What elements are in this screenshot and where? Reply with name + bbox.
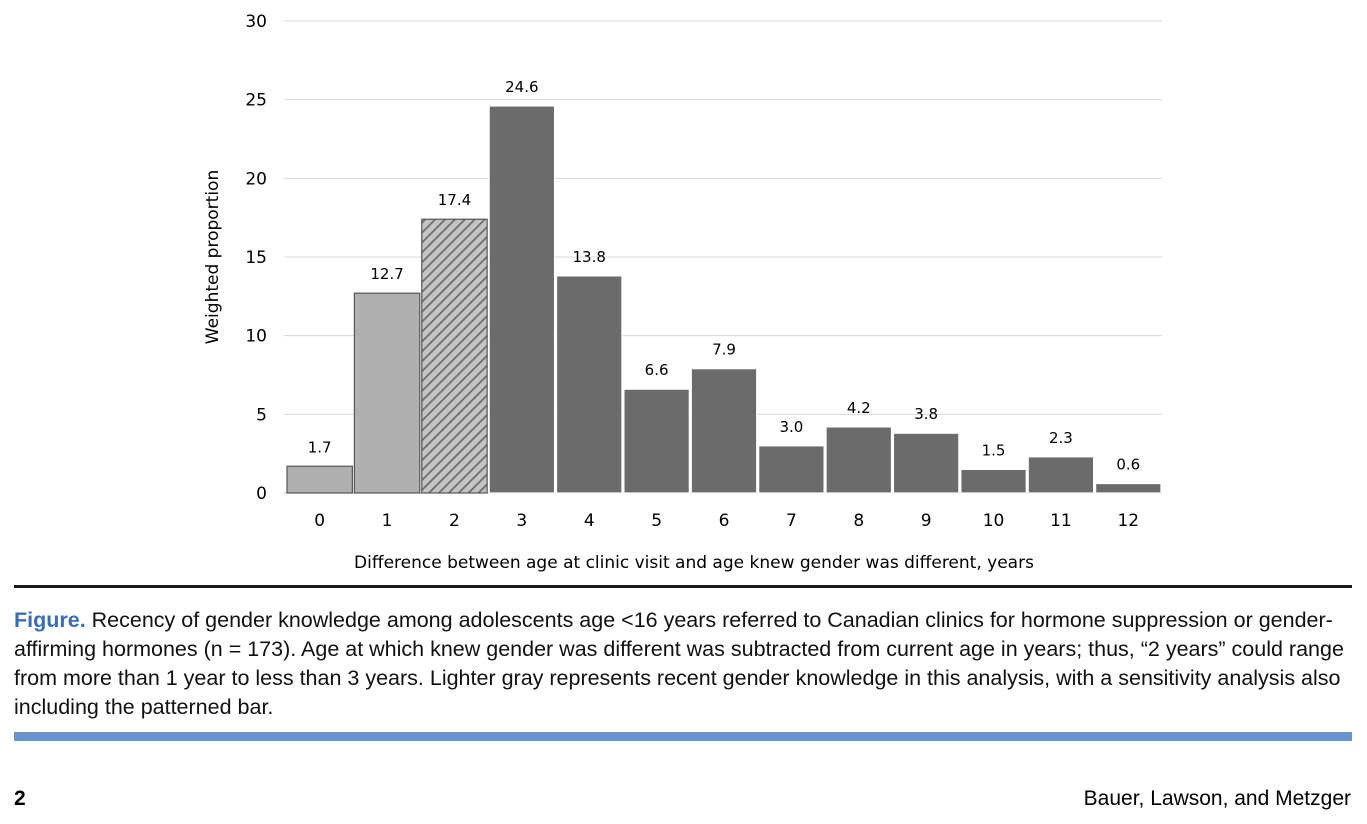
bar-9 <box>892 432 960 494</box>
bar-8 <box>825 426 893 494</box>
figure-label: Figure. <box>14 608 86 632</box>
y-tick-label: 10 <box>245 327 267 347</box>
y-tick-label: 25 <box>245 91 267 111</box>
figure-caption: Figure. Recency of gender knowledge amon… <box>14 606 1359 722</box>
running-authors: Bauer, Lawson, and Metzger <box>1083 787 1351 810</box>
bars <box>286 105 1162 494</box>
x-axis-label: Difference between age at clinic visit a… <box>354 553 1034 573</box>
data-label-8: 4.2 <box>847 399 871 417</box>
caption-text: Recency of gender knowledge among adoles… <box>14 608 1344 719</box>
x-tick-label: 12 <box>1117 511 1139 531</box>
x-tick-label: 10 <box>983 511 1005 531</box>
data-label-3: 24.6 <box>505 78 538 96</box>
bar-5 <box>623 388 690 494</box>
bar-3 <box>488 105 556 494</box>
x-tick-label: 6 <box>719 511 730 531</box>
data-label-4: 13.8 <box>573 248 606 266</box>
x-tick-label: 11 <box>1050 511 1072 531</box>
data-label-5: 6.6 <box>645 361 669 379</box>
caption-top-rule <box>14 585 1352 588</box>
x-tick-label: 1 <box>382 511 393 531</box>
x-tick-label: 5 <box>651 511 662 531</box>
data-labels: 1.7 12.7 17.4 24.6 13.8 6.6 7.9 3.0 4.2 3.8 1.5 2.3… <box>308 78 1140 474</box>
caption-bottom-rule <box>14 732 1352 741</box>
x-tick-label: 9 <box>921 511 932 531</box>
y-axis-ticks: 0 5 10 15 20 25 30 <box>245 12 267 504</box>
x-tick-label: 0 <box>314 511 325 531</box>
bar-10 <box>960 468 1027 494</box>
bar-4 <box>555 275 623 494</box>
data-label-11: 2.3 <box>1049 429 1073 447</box>
y-tick-label: 0 <box>256 484 267 504</box>
data-label-1: 12.7 <box>370 265 403 283</box>
bar-12 <box>1095 482 1162 494</box>
data-label-9: 3.8 <box>914 405 938 423</box>
page-number: 2 <box>14 787 26 810</box>
y-tick-label: 15 <box>245 248 267 268</box>
x-tick-label: 4 <box>584 511 595 531</box>
x-axis-ticks: 0 1 2 3 4 5 6 7 8 9 10 11 12 <box>314 511 1139 531</box>
data-label-2: 17.4 <box>438 191 471 209</box>
bar-6 <box>690 368 758 494</box>
bar-7 <box>758 445 825 494</box>
y-tick-label: 20 <box>245 169 267 189</box>
x-tick-label: 8 <box>853 511 864 531</box>
x-tick-label: 2 <box>449 511 460 531</box>
data-label-12: 0.6 <box>1116 456 1140 474</box>
data-label-7: 3.0 <box>779 418 803 436</box>
y-tick-label: 30 <box>245 12 267 32</box>
data-label-0: 1.7 <box>308 438 332 456</box>
x-tick-label: 3 <box>516 511 527 531</box>
bar-0 <box>286 465 353 494</box>
bar-2 <box>421 218 488 494</box>
x-tick-label: 7 <box>786 511 797 531</box>
y-tick-label: 5 <box>256 405 267 425</box>
bar-1 <box>353 292 421 494</box>
bar-11 <box>1027 456 1095 494</box>
data-label-6: 7.9 <box>712 341 736 359</box>
y-axis-label: Weighted proportion <box>203 170 223 344</box>
data-label-10: 1.5 <box>982 441 1006 459</box>
